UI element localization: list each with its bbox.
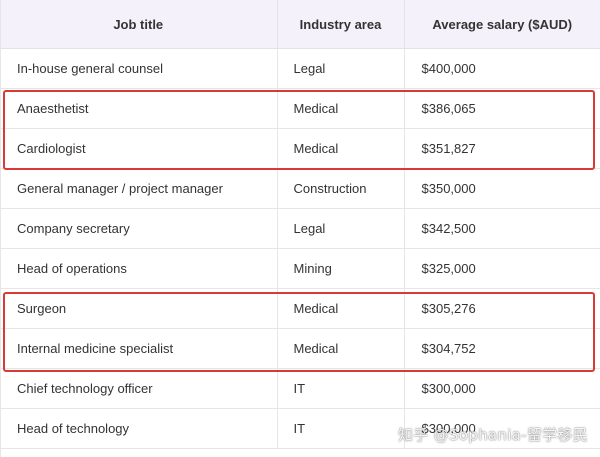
industry-cell: Legal <box>277 208 405 249</box>
salary-cell: $350,000 <box>404 168 600 209</box>
table-row: Anaesthetist Medical $386,065 <box>0 88 600 129</box>
salary-cell: $386,065 <box>404 88 600 129</box>
table-row: General manager / project manager Constr… <box>0 168 600 209</box>
table-row: Surgeon Medical $305,276 <box>0 288 600 329</box>
header-job-title: Job title <box>0 0 278 49</box>
job-title-cell: General manager / project manager <box>0 168 278 209</box>
table-row: In-house general counsel Legal $400,000 <box>0 48 600 89</box>
table-header-row: Job title Industry area Average salary (… <box>0 0 600 49</box>
job-title-cell: Head of technology <box>0 408 278 449</box>
industry-cell: Legal <box>277 48 405 89</box>
table-row: Head of operations Mining $325,000 <box>0 248 600 289</box>
job-title-cell: Cardiologist <box>0 128 278 169</box>
industry-cell: Medical <box>277 328 405 369</box>
header-average-salary: Average salary ($AUD) <box>404 0 600 49</box>
salary-cell: $305,276 <box>404 288 600 329</box>
industry-cell: IT <box>277 368 405 409</box>
table-row: Company secretary Legal $342,500 <box>0 208 600 249</box>
table-row: Chief technology officer IT $300,000 <box>0 368 600 409</box>
job-title-cell: Internal medicine specialist <box>0 328 278 369</box>
industry-cell: IT <box>277 408 405 449</box>
table-row: Cardiologist Medical $351,827 <box>0 128 600 169</box>
salary-cell: $342,500 <box>404 208 600 249</box>
industry-cell: Construction <box>277 168 405 209</box>
salary-cell: $300,000 <box>404 408 600 449</box>
job-title-cell: Surgeon <box>0 288 278 329</box>
salary-cell: $400,000 <box>404 48 600 89</box>
job-title-cell: Head of operations <box>0 248 278 289</box>
industry-cell: Medical <box>277 288 405 329</box>
job-title-cell: Company secretary <box>0 208 278 249</box>
watermark: 知乎 @Sophania-留学移民 <box>398 426 589 444</box>
table-row: Internal medicine specialist Medical $30… <box>0 328 600 369</box>
industry-cell: Medical <box>277 128 405 169</box>
job-title-cell: Anaesthetist <box>0 88 278 129</box>
salary-cell: $300,000 <box>404 368 600 409</box>
header-industry-area: Industry area <box>277 0 405 49</box>
table-row: Head of technology IT $300,000 <box>0 408 600 449</box>
industry-cell: Mining <box>277 248 405 289</box>
salary-cell: $304,752 <box>404 328 600 369</box>
salary-cell: $325,000 <box>404 248 600 289</box>
job-title-cell: Chief technology officer <box>0 368 278 409</box>
job-title-cell: In-house general counsel <box>0 48 278 89</box>
industry-cell: Medical <box>277 88 405 129</box>
salary-cell: $351,827 <box>404 128 600 169</box>
table-left-border <box>0 0 1 457</box>
